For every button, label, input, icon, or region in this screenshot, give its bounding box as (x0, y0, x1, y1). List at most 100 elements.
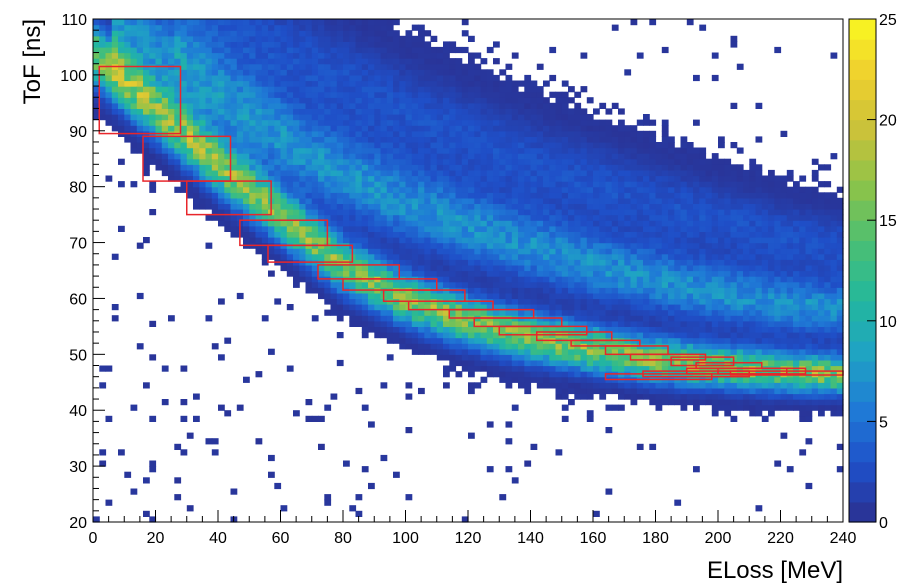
heatmap-cell (405, 309, 413, 316)
heatmap-cell (324, 142, 332, 149)
heatmap-cell (330, 153, 338, 160)
heatmap-cell (99, 19, 107, 26)
heatmap-cell (318, 281, 325, 288)
heatmap-cell (474, 231, 482, 238)
heatmap-cell (505, 276, 513, 283)
heatmap-cell (555, 281, 563, 288)
heatmap-cell (380, 97, 388, 104)
heatmap-cell (543, 359, 550, 367)
heatmap-cell (486, 175, 494, 182)
heatmap-cell (505, 181, 513, 188)
heatmap-cell (274, 119, 282, 126)
heatmap-cell (199, 102, 207, 109)
heatmap-cell (661, 387, 669, 395)
heatmap-cell (405, 74, 413, 82)
heatmap-cell (443, 186, 450, 193)
heatmap-cell (649, 382, 657, 389)
heatmap-cell (411, 136, 419, 143)
heatmap-cell (486, 119, 494, 126)
heatmap-cell (111, 58, 119, 65)
heatmap-cell (574, 276, 582, 283)
heatmap-cell (311, 19, 319, 26)
heatmap-cell (124, 35, 132, 42)
heatmap-cell (430, 348, 438, 355)
heatmap-cell (243, 142, 250, 149)
heatmap-cell (211, 147, 219, 154)
heatmap-cell (649, 348, 657, 355)
heatmap-cell (324, 404, 332, 411)
heatmap-cell (736, 242, 744, 249)
heatmap-cell (674, 214, 682, 221)
heatmap-cell (411, 209, 419, 216)
heatmap-cell (536, 63, 544, 70)
heatmap-cell (680, 387, 688, 395)
heatmap-cell (636, 52, 644, 59)
heatmap-cell (668, 248, 675, 255)
heatmap-cell (493, 80, 500, 87)
heatmap-cell (474, 259, 482, 266)
heatmap-cell (543, 320, 550, 327)
heatmap-cell (218, 52, 225, 59)
heatmap-cell (549, 304, 557, 311)
heatmap-cell (286, 80, 294, 87)
heatmap-cell (368, 147, 375, 154)
heatmap-cell (255, 58, 263, 65)
heatmap-cell (118, 158, 125, 165)
heatmap-cell (674, 281, 682, 288)
heatmap-cell (543, 214, 550, 221)
heatmap-cell (568, 326, 575, 333)
heatmap-cell (211, 86, 219, 93)
heatmap-cell (568, 359, 575, 367)
heatmap-cell (543, 326, 550, 333)
heatmap-cell (630, 153, 638, 160)
heatmap-cell (699, 343, 707, 350)
heatmap-cell (349, 264, 357, 272)
heatmap-cell (736, 315, 744, 322)
heatmap-cell (174, 142, 182, 149)
heatmap-cell (361, 164, 369, 171)
heatmap-cell (730, 326, 738, 333)
heatmap-cell (649, 298, 657, 305)
heatmap-cell (618, 253, 625, 260)
heatmap-cell (311, 102, 319, 109)
heatmap-cell (93, 91, 100, 98)
heatmap-cell (474, 69, 482, 76)
heatmap-cell (605, 197, 613, 204)
heatmap-cell (518, 164, 525, 171)
heatmap-cell (605, 253, 613, 260)
heatmap-cell (724, 376, 732, 383)
heatmap-cell (493, 192, 500, 199)
heatmap-cell (349, 19, 357, 26)
heatmap-cell (611, 225, 619, 232)
heatmap-cell (649, 276, 657, 283)
heatmap-cell (574, 320, 582, 327)
heatmap-cell (711, 52, 719, 59)
heatmap-cell (643, 237, 650, 244)
heatmap-cell (193, 415, 200, 422)
heatmap-cell (505, 298, 513, 305)
heatmap-cell (593, 510, 600, 517)
heatmap-cell (130, 19, 138, 26)
heatmap-cell (174, 147, 182, 154)
heatmap-cell (393, 30, 400, 37)
heatmap-cell (443, 203, 450, 210)
heatmap-cell (599, 102, 607, 109)
heatmap-cell (630, 237, 638, 244)
heatmap-cell (199, 91, 207, 98)
heatmap-cell (561, 203, 569, 210)
heatmap-cell (718, 197, 725, 204)
heatmap-cell (343, 153, 350, 160)
heatmap-cell (605, 175, 613, 182)
heatmap-cell (305, 175, 313, 182)
heatmap-cell (249, 69, 257, 76)
heatmap-cell (218, 169, 225, 177)
heatmap-cell (549, 197, 557, 204)
heatmap-cell (474, 102, 482, 109)
heatmap-cell (649, 320, 657, 327)
heatmap-cell (674, 147, 682, 154)
heatmap-cell (599, 231, 607, 238)
heatmap-cell (268, 153, 275, 160)
heatmap-cell (355, 387, 363, 395)
heatmap-cell (311, 119, 319, 126)
heatmap-cell (530, 443, 538, 450)
